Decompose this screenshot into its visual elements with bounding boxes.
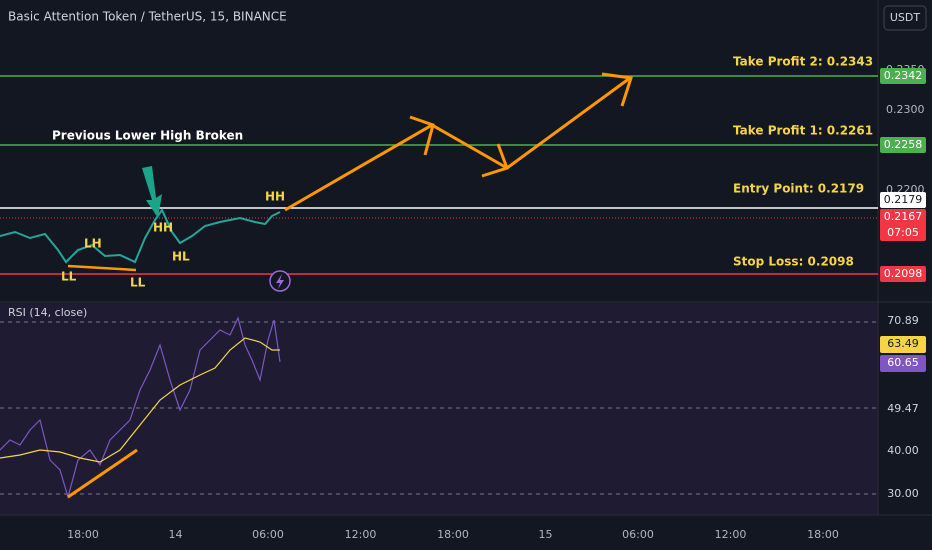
time-axis-label: 14 <box>169 528 183 541</box>
countdown-label: 07:05 <box>887 226 919 239</box>
level-label: Stop Loss: 0.2098 <box>733 255 854 269</box>
price-tag-label: 0.2179 <box>884 193 923 206</box>
level-label: Take Profit 2: 0.2343 <box>733 55 873 69</box>
annotation-arrow <box>142 166 162 218</box>
time-axis-label: 15 <box>539 528 553 541</box>
swing-label: HH <box>265 190 285 204</box>
rsi-tag <box>880 313 926 330</box>
rsi-axis-label: 60.65 <box>887 356 919 369</box>
annotation-note: Previous Lower High Broken <box>52 129 243 143</box>
projection-path <box>284 76 631 212</box>
swing-label: LL <box>130 276 146 290</box>
time-axis-label: 06:00 <box>252 528 284 541</box>
time-axis-label: 06:00 <box>622 528 654 541</box>
arrow-head <box>409 115 435 156</box>
trend-line <box>67 264 137 272</box>
currency-label[interactable]: USDT <box>890 11 921 24</box>
rsi-trend-line <box>67 448 138 499</box>
rsi-tag <box>880 336 926 353</box>
price-tag-label: 0.2098 <box>884 267 923 280</box>
time-axis-label: 18:00 <box>67 528 99 541</box>
level-label: Take Profit 1: 0.2261 <box>733 124 873 138</box>
price-line <box>0 207 281 264</box>
time-axis-label: 18:00 <box>437 528 469 541</box>
price-tag-label: 0.2342 <box>884 69 923 82</box>
current-price-tag <box>880 209 926 241</box>
rsi-pane <box>0 303 878 515</box>
rsi-axis-label: 49.47 <box>887 402 919 415</box>
rsi-ma-line <box>0 337 280 463</box>
rsi-tag <box>880 355 926 372</box>
time-axis-label: 12:00 <box>345 528 377 541</box>
swing-label: LH <box>84 237 102 251</box>
rsi-title: RSI (14, close) <box>8 306 87 319</box>
current-price-label: 0.2167 <box>884 210 923 223</box>
symbol-title: Basic Attention Token / TetherUS, 15, BI… <box>8 10 287 24</box>
level-label: Entry Point: 0.2179 <box>733 182 864 196</box>
time-axis-label: 12:00 <box>715 528 747 541</box>
rsi-axis-label: 30.00 <box>887 487 919 500</box>
price-tag-label: 0.2258 <box>884 138 923 151</box>
currency-button[interactable] <box>883 5 927 31</box>
swing-label: LL <box>61 270 77 284</box>
rsi-line <box>0 316 281 500</box>
price-tag <box>880 68 926 84</box>
price-tag <box>880 137 926 153</box>
price-axis-label: 0.2300 <box>886 103 925 116</box>
rsi-axis-label: 70.89 <box>887 314 919 327</box>
arrow-head <box>601 72 633 107</box>
price-tag <box>880 192 926 208</box>
arrow-head <box>481 143 509 178</box>
swing-label: HL <box>172 250 190 264</box>
rsi-axis-label: 40.00 <box>887 444 919 457</box>
rsi-axis-label: 63.49 <box>887 337 919 350</box>
event-icon-bolt <box>276 274 284 289</box>
price-tag <box>880 266 926 282</box>
swing-label: HH <box>153 221 173 235</box>
time-axis: 18:00 14 06:00 12:00 18:00 15 06:00 12:00 18:00 <box>67 528 839 541</box>
time-axis-label: 18:00 <box>807 528 839 541</box>
